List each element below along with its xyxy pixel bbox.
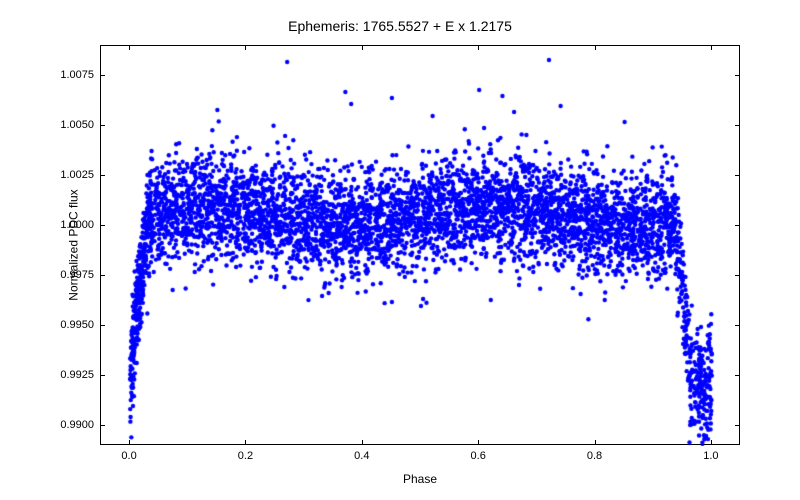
ytick-label: 0.9950 xyxy=(34,319,94,331)
ytick-label: 1.0000 xyxy=(34,219,94,231)
chart-title: Ephemeris: 1765.5527 + E x 1.2175 xyxy=(0,18,800,34)
ytick-label: 1.0050 xyxy=(34,119,94,131)
x-axis-label: Phase xyxy=(100,472,740,486)
xtick-label: 0.4 xyxy=(354,450,369,462)
ytick-label: 1.0025 xyxy=(34,169,94,181)
xtick-label: 0.8 xyxy=(587,450,602,462)
xtick-label: 0.6 xyxy=(471,450,486,462)
ytick-label: 1.0075 xyxy=(34,69,94,81)
chart-container: Ephemeris: 1765.5527 + E x 1.2175 Normal… xyxy=(0,0,800,500)
xtick-label: 1.0 xyxy=(703,450,718,462)
xtick-label: 0.0 xyxy=(121,450,136,462)
y-axis-label: Normalized PDC flux xyxy=(67,189,81,300)
plot-area xyxy=(100,45,740,445)
scatter-points xyxy=(101,46,741,446)
xtick-label: 0.2 xyxy=(238,450,253,462)
ytick-label: 0.9975 xyxy=(34,269,94,281)
ytick-label: 0.9900 xyxy=(34,419,94,431)
ytick-label: 0.9925 xyxy=(34,369,94,381)
